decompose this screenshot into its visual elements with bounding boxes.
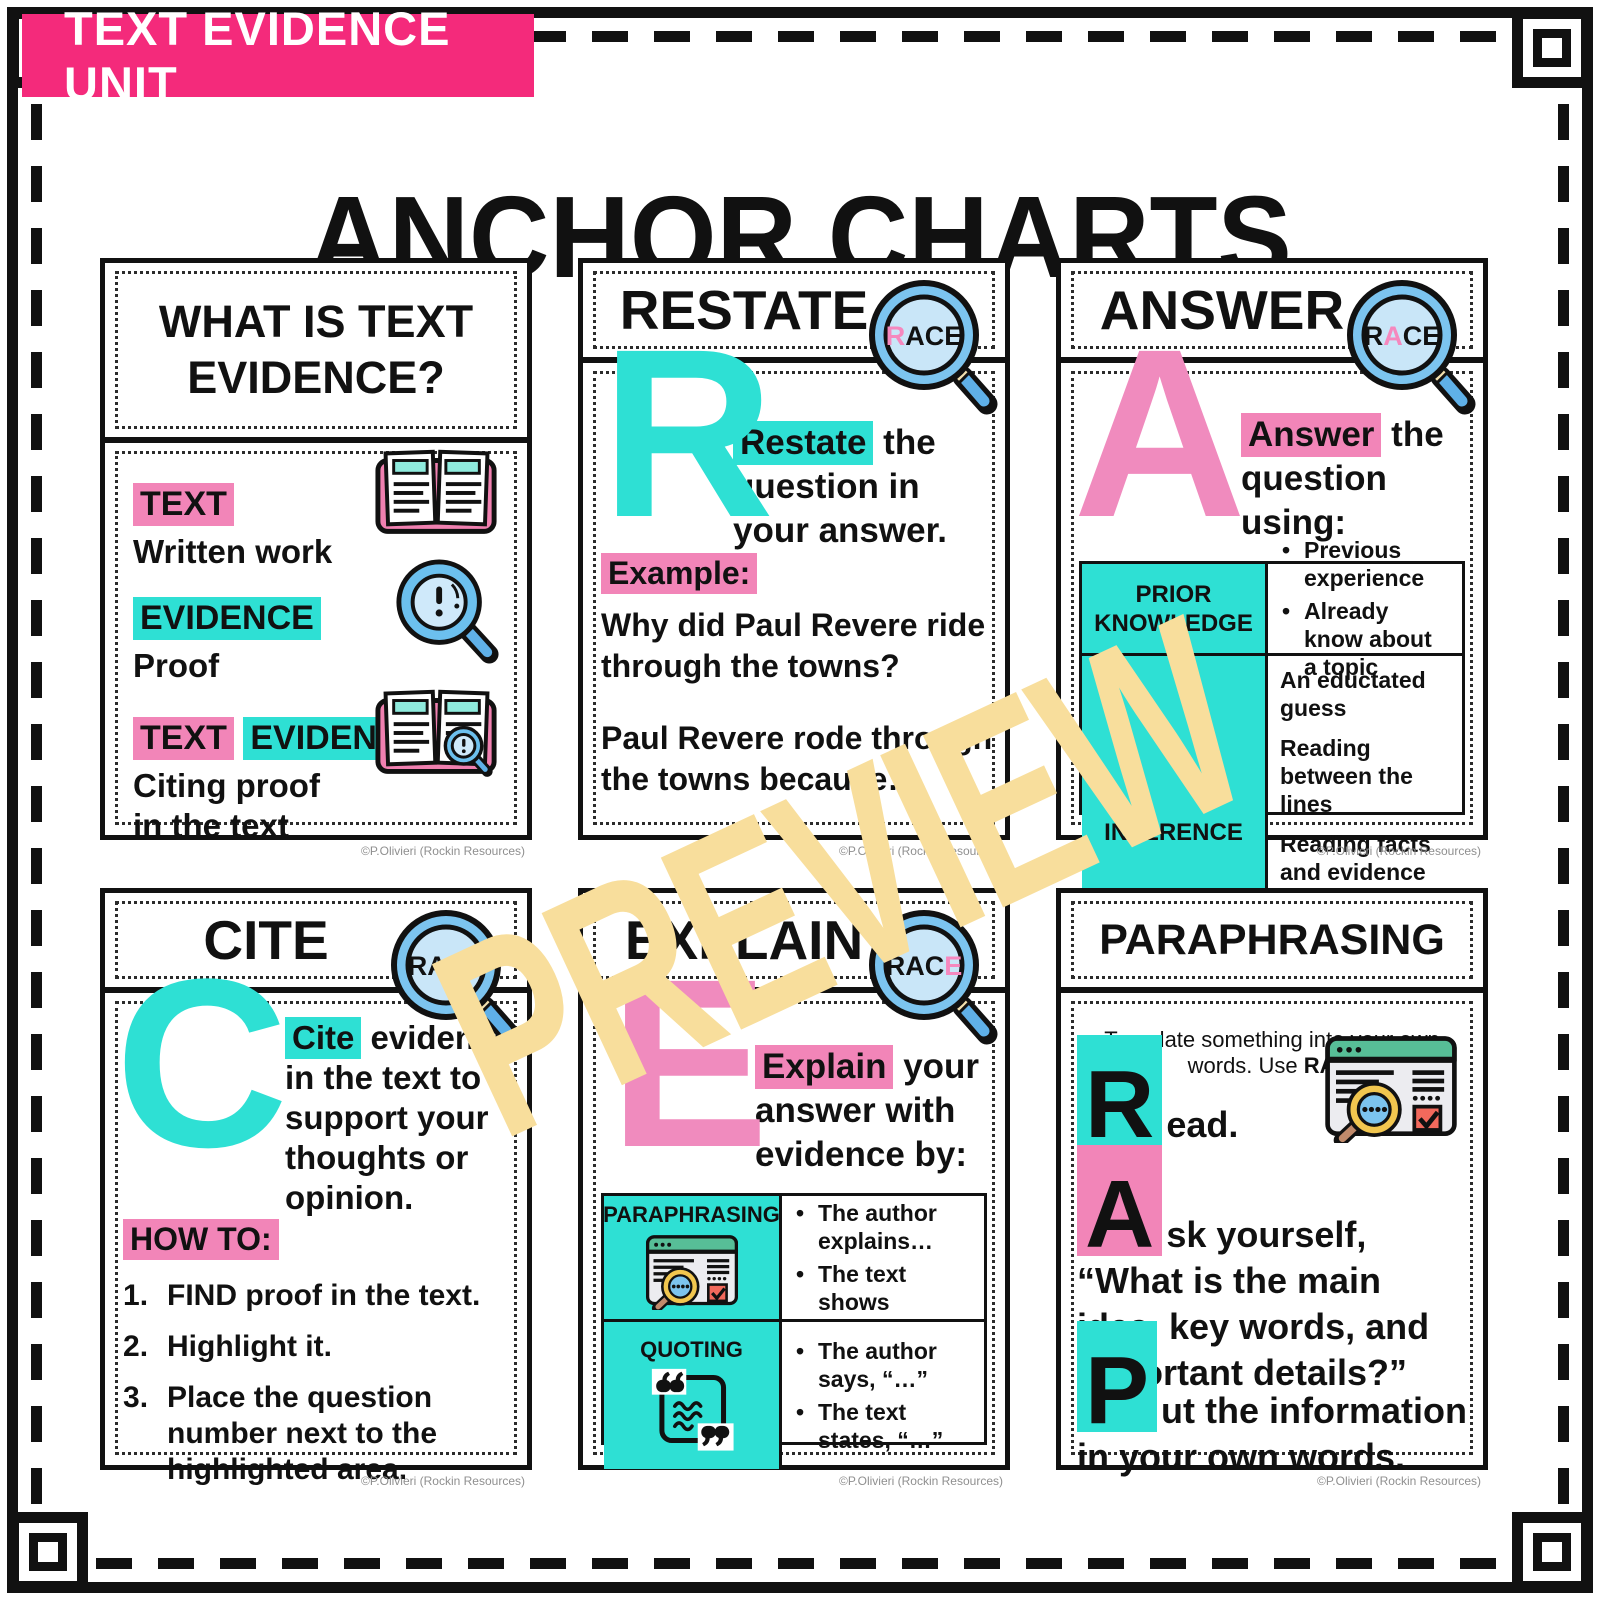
- card-cite-title: CITE: [203, 909, 329, 971]
- card-what-body: [115, 451, 517, 825]
- cite-steps: FIND proof in the text. Highlight it. Pl…: [115, 1278, 515, 1503]
- paraphrasing-cell: PARAPHRASING: [603, 1196, 782, 1322]
- header-divider: [1061, 987, 1483, 993]
- rap-letter-p: P: [1077, 1321, 1158, 1438]
- card-restate: RESTATE RACE R Restate the question in y…: [578, 258, 1010, 858]
- paraphrasing-bullets: The author explains… The text shows: [782, 1196, 984, 1322]
- unit-banner: TEXT EVIDENCE UNIT: [22, 2, 534, 110]
- svg-text:RACE: RACE: [408, 951, 485, 981]
- cite-step: Place the question number next to the hi…: [123, 1380, 438, 1486]
- attribution: ©P.Olivieri (Rockin Resources): [361, 1474, 525, 1488]
- race-magnifier-icon: RACE: [863, 905, 999, 1053]
- card-what-is-text-evidence: WHAT IS TEXT EVIDENCE? TEXT Written work…: [100, 258, 532, 858]
- svg-text:RACE: RACE: [1364, 321, 1441, 351]
- corner-square: [1512, 1512, 1592, 1592]
- big-letter-c: C: [115, 929, 289, 1197]
- card-explain-title: EXPLAIN: [624, 909, 864, 971]
- header-divider: [583, 357, 1005, 363]
- answer-lead: Answer the question using:: [1241, 413, 1444, 542]
- card-what-header: WHAT IS TEXT EVIDENCE?: [115, 271, 517, 429]
- header-divider: [105, 987, 527, 993]
- dashed-border-left: [31, 34, 42, 1566]
- bullet: Already know about a topic: [1280, 597, 1450, 681]
- bullet: The author says, “…”: [794, 1337, 972, 1393]
- prior-knowledge-bullets: Previous experience Already know about a…: [1268, 536, 1462, 680]
- attribution: ©P.Olivieri (Rockin Resources): [839, 1474, 1003, 1488]
- big-letter-a: A: [1073, 299, 1247, 567]
- restate-question: Why did Paul Revere ride through the tow…: [601, 607, 986, 684]
- def-text-evidence: Citing proof in the text: [133, 767, 320, 844]
- svg-text:RACE: RACE: [886, 321, 963, 351]
- header-divider: [583, 987, 1005, 993]
- bullet: Previous experience: [1280, 536, 1450, 592]
- header-divider: [105, 437, 527, 443]
- bullet: The author explains…: [794, 1199, 972, 1255]
- svg-text:RACE: RACE: [886, 951, 963, 981]
- card-restate-header: RESTATE: [593, 271, 995, 349]
- restate-lead: Restate the question in your answer.: [733, 421, 947, 550]
- card-explain: EXPLAIN RACE E Explain your answer with …: [578, 888, 1010, 1488]
- cite-step: FIND proof in the text.: [123, 1278, 481, 1314]
- term-evidence: EVIDENCE: [133, 597, 321, 640]
- card-restate-title: RESTATE: [619, 279, 869, 341]
- inference-item: Reading between the lines: [1280, 735, 1413, 817]
- def-text: Written work: [133, 533, 333, 570]
- corner-square: [8, 1512, 88, 1592]
- book-magnifier-icon: [373, 683, 501, 788]
- dashed-border-top: [34, 31, 1566, 42]
- prior-knowledge-cell: PRIOR KNOWLEDGE: [1082, 564, 1268, 656]
- attribution: ©P.Olivieri (Rockin Resources): [1317, 1474, 1481, 1488]
- dashed-border-right: [1558, 34, 1569, 1566]
- open-book-icon: [373, 443, 501, 546]
- card-paraphrasing-body: [1071, 1001, 1473, 1455]
- card-restate-body: [593, 371, 995, 825]
- big-letter-e: E: [609, 929, 770, 1197]
- card-explain-header: EXPLAIN: [593, 901, 995, 979]
- attribution: ©P.Olivieri (Rockin Resources): [1317, 844, 1481, 858]
- def-evidence: Proof: [133, 647, 220, 684]
- card-cite-header: CITE: [115, 901, 517, 979]
- race-magnifier-icon: RACE: [1341, 275, 1477, 423]
- webpage-search-icon: [643, 1233, 741, 1315]
- cite-step: Highlight it.: [123, 1329, 332, 1365]
- quoting-bullets: The author says, “…” The text states, “……: [782, 1322, 984, 1469]
- explain-table: PARAPHRASING The author explains… The te…: [601, 1193, 987, 1469]
- corner-square: [1512, 8, 1592, 88]
- race-magnifier-icon: RACE: [863, 275, 999, 423]
- quoting-cell: QUOTING: [604, 1322, 782, 1469]
- card-answer-title: ANSWER: [1099, 279, 1345, 341]
- header-divider: [1061, 357, 1483, 363]
- card-answer-header: ANSWER: [1071, 271, 1473, 349]
- bullet: The text states, “…”: [794, 1398, 972, 1454]
- card-answer: ANSWER RACE A Answer the question using:…: [1056, 258, 1488, 1008]
- magnifier-exclaim-icon: [393, 555, 501, 672]
- dashed-border-bottom: [34, 1558, 1566, 1569]
- card-what-title: WHAT IS TEXT EVIDENCE?: [158, 295, 474, 403]
- race-magnifier-icon: RACE: [385, 905, 521, 1053]
- card-answer-body: [1071, 371, 1473, 825]
- card-paraphrasing-header: PARAPHRASING: [1071, 901, 1473, 979]
- card-paraphrasing-title: PARAPHRASING: [1099, 915, 1445, 964]
- term-text: TEXT: [133, 483, 234, 526]
- restate-answer: Paul Revere rode through the towns becau…: [601, 720, 993, 797]
- attribution: ©P.Olivieri (Rockin Resources): [361, 844, 525, 858]
- card-paraphrasing: PARAPHRASING Translate something into yo…: [1056, 888, 1488, 1488]
- howto-label: HOW TO:: [123, 1219, 279, 1260]
- rap-letter-a: A: [1077, 1145, 1163, 1262]
- big-letter-r: R: [601, 299, 775, 567]
- explain-lead: Explain your answer with evidence by:: [755, 1045, 980, 1174]
- example-label: Example:: [601, 553, 758, 594]
- unit-banner-label: TEXT EVIDENCE UNIT: [64, 1, 451, 110]
- attribution: ©P.Olivieri (Rockin Resources): [839, 844, 1003, 858]
- card-cite: CITE RACE C Cite evidence in the text to…: [100, 888, 532, 1488]
- bullet: The text shows: [794, 1260, 972, 1316]
- rap-letter-r: R: [1077, 1035, 1163, 1152]
- quote-icon: [649, 1366, 735, 1457]
- answer-table: PRIOR KNOWLEDGE Previous experience Alre…: [1079, 536, 1465, 1008]
